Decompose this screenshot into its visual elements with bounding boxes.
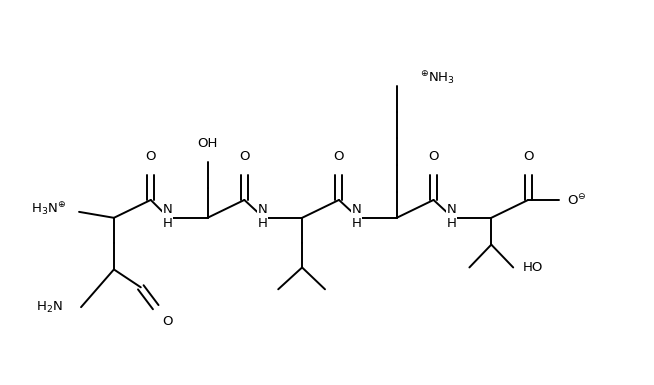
Text: $^{\oplus}$NH$_3$: $^{\oplus}$NH$_3$ [420, 70, 455, 87]
Text: OH: OH [198, 137, 218, 150]
Text: H$_2$N: H$_2$N [36, 300, 63, 315]
Text: O: O [145, 150, 156, 163]
Text: H: H [163, 217, 173, 230]
Text: HO: HO [523, 261, 543, 274]
Text: O$^{\ominus}$: O$^{\ominus}$ [567, 192, 587, 208]
Text: H: H [352, 217, 362, 230]
Text: O: O [239, 150, 250, 163]
Text: O: O [523, 150, 534, 163]
Text: H: H [257, 217, 267, 230]
Text: O: O [334, 150, 344, 163]
Text: H: H [447, 217, 456, 230]
Text: O: O [163, 315, 173, 328]
Text: N: N [258, 203, 267, 216]
Text: N: N [163, 203, 173, 216]
Text: H$_3$N$^{\oplus}$: H$_3$N$^{\oplus}$ [31, 201, 66, 218]
Text: N: N [447, 203, 456, 216]
Text: N: N [352, 203, 362, 216]
Text: O: O [428, 150, 439, 163]
